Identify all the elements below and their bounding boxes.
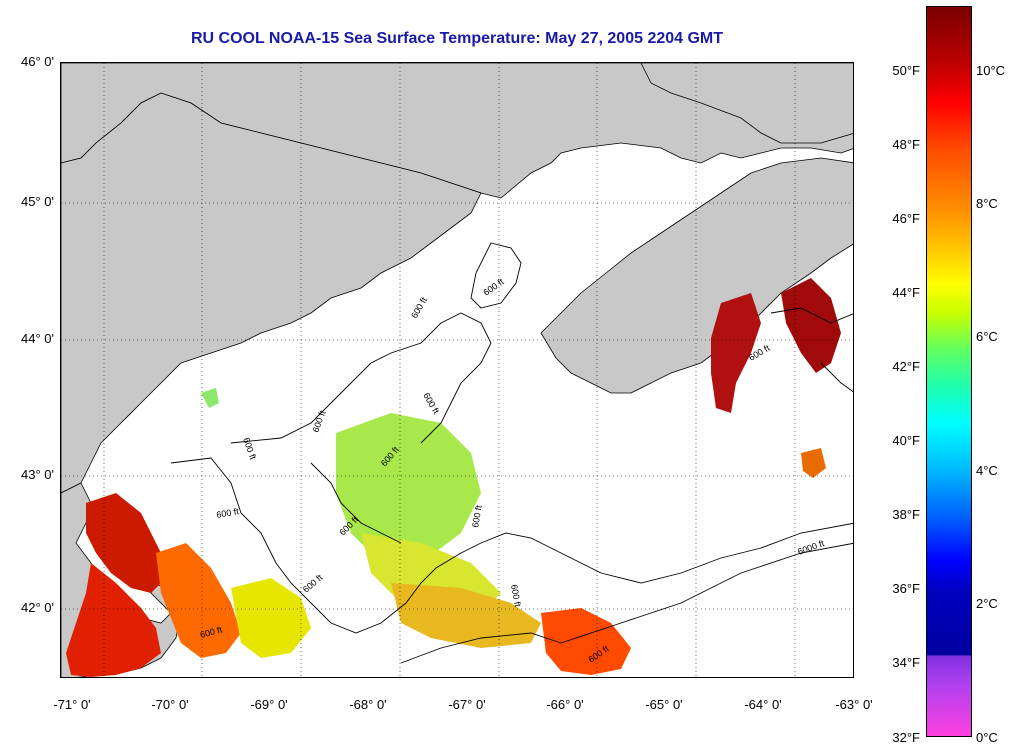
depth-label: 600 ft [241, 436, 258, 461]
lat-label: 45° 0' [21, 194, 54, 209]
colorbar-f-label: 32°F [892, 730, 920, 745]
lat-label: 44° 0' [21, 331, 54, 346]
colorbar-c-label: 0°C [976, 730, 998, 745]
depth-label: 600 ft [310, 409, 327, 434]
map-title: RU COOL NOAA-15 Sea Surface Temperature:… [190, 30, 724, 47]
colorbar-f-label: 44°F [892, 285, 920, 300]
sst-patch-small-green [201, 388, 219, 408]
lat-label: 46° 0' [21, 54, 54, 69]
lat-label: 42° 0' [21, 600, 54, 615]
sst-patch-massachusetts-bay [86, 493, 166, 593]
colorbar-f-label: 50°F [892, 63, 920, 78]
colorbar-c-label: 2°C [976, 596, 998, 611]
sst-patch-georges-bank [391, 583, 541, 648]
colorbar-c-label: 10°C [976, 63, 1006, 78]
lon-label: -65° 0' [645, 697, 683, 712]
colorbar-c-label: 4°C [976, 463, 998, 478]
colorbar-f-label: 36°F [892, 581, 920, 596]
lon-label: -70° 0' [151, 697, 189, 712]
sst-patch-nova-scotia-east [781, 278, 841, 373]
colorbar-f-label: 42°F [892, 359, 920, 374]
land-nova-scotia [540, 157, 853, 394]
sst-patch-georges-green [336, 413, 481, 563]
depth-label: 600 ft [509, 584, 523, 608]
lon-label: -67° 0' [448, 697, 486, 712]
depth-label: 600 ft [409, 295, 429, 320]
colorbar-f-label: 40°F [892, 433, 920, 448]
depth-label: 600 ft [301, 572, 325, 594]
lon-label: -71° 0' [53, 697, 91, 712]
depth-label: 6000 ft [796, 538, 826, 557]
depth-label: 600 ft [421, 391, 441, 416]
lon-label: -69° 0' [250, 697, 288, 712]
sst-patch-nova-scotia-south [711, 293, 761, 413]
sst-patch-sable [801, 448, 826, 478]
sst-map: 600 ft 600 ft 600 ft 600 ft 600 ft 600 f… [60, 62, 854, 678]
depth-label: 600 ft [481, 276, 506, 297]
lon-label: -63° 0' [835, 697, 873, 712]
sst-patch-georges-west-yellow [231, 578, 311, 658]
colorbar-c-label: 6°C [976, 329, 998, 344]
lat-lon-grid [61, 63, 853, 677]
depth-label: 600 ft [470, 504, 484, 528]
colorbar-f-label: 38°F [892, 507, 920, 522]
colorbar-f-label: 46°F [892, 211, 920, 226]
lon-label: -68° 0' [349, 697, 387, 712]
lon-label: -66° 0' [546, 697, 584, 712]
colorbar-c-label: 8°C [976, 196, 998, 211]
lon-label: -64° 0' [744, 697, 782, 712]
colorbar-f-label: 34°F [892, 655, 920, 670]
sst-patch-georges-west [156, 543, 241, 658]
depth-label: 600 ft [216, 506, 240, 520]
sst-patch-southeast [541, 608, 631, 675]
lat-label: 43° 0' [21, 467, 54, 482]
depth-contours [170, 242, 853, 664]
colorbar-f-label: 48°F [892, 137, 920, 152]
temperature-colorbar [926, 6, 972, 737]
map-canvas: 600 ft 600 ft 600 ft 600 ft 600 ft 600 f… [61, 63, 853, 677]
sst-patch-cape-cod-bay [66, 563, 161, 677]
land-maine [61, 92, 482, 494]
